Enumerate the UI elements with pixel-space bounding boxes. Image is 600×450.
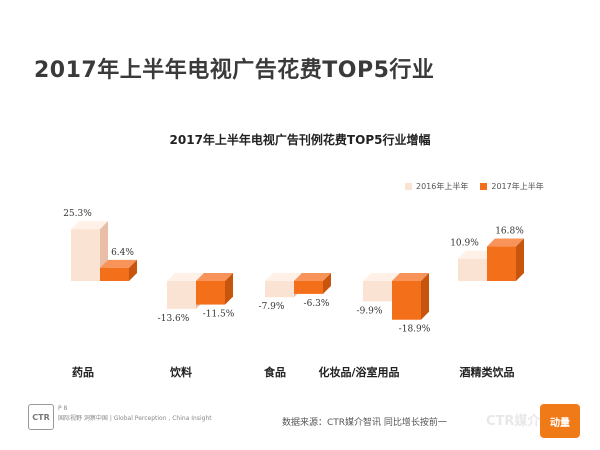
data-label-1-0: 6.4% xyxy=(111,248,134,258)
legend: 2016年上半年 2017年上半年 xyxy=(405,181,556,192)
data-label-1-3: -18.9% xyxy=(399,325,431,335)
bar-1-2 xyxy=(294,281,323,294)
category-label-2: 食品 xyxy=(264,365,286,379)
bar-0-1 xyxy=(167,281,196,309)
category-label-3: 化妆品/浴室用品 xyxy=(318,365,399,379)
footer-tagline: 国际视野 洞察中国 | Global Perception , China In… xyxy=(58,415,212,422)
category-label-0: 药品 xyxy=(72,365,94,379)
bar-0-0 xyxy=(71,229,100,281)
bar-top-0-3 xyxy=(363,273,400,281)
bar-top-0-1 xyxy=(167,273,204,281)
chart-title: 2017年上半年电视广告刊例花费TOP5行业增幅 xyxy=(169,133,431,147)
data-label-0-1: -13.6% xyxy=(158,314,190,324)
bar-side-1-0 xyxy=(129,259,137,281)
bar-1-1 xyxy=(196,281,225,305)
bar-0-4 xyxy=(458,258,487,281)
category-label-4: 酒精类饮品 xyxy=(460,365,515,379)
bar-0-2 xyxy=(265,281,294,298)
bar-1-3 xyxy=(392,281,421,320)
data-label-1-1: -11.5% xyxy=(203,310,235,320)
bar-1-0 xyxy=(100,267,129,281)
data-label-0-0: 25.3% xyxy=(63,209,92,219)
legend-swatch-2016 xyxy=(405,183,412,190)
legend-swatch-2017 xyxy=(480,183,488,190)
data-source: 数据来源：CTR媒介智讯 同比增长按前一 xyxy=(282,418,447,428)
bar-side-1-3 xyxy=(421,273,429,320)
legend-item-2017: 2017年上半年 xyxy=(480,181,544,192)
page-number: P 8 xyxy=(58,405,68,412)
bar-top-1-2 xyxy=(294,273,331,281)
brand-badge: 动量 xyxy=(540,404,580,438)
bar-top-0-2 xyxy=(265,273,302,281)
data-label-0-2: -7.9% xyxy=(259,302,285,312)
page-title: 2017年上半年电视广告花费TOP5行业 xyxy=(34,58,435,83)
data-label-0-3: -9.9% xyxy=(357,306,383,316)
bar-1-4 xyxy=(487,246,516,281)
bar-0-3 xyxy=(363,281,392,302)
bar-top-0-0 xyxy=(71,221,108,230)
legend-label-2017: 2017年上半年 xyxy=(491,182,544,191)
ctr-logo: CTR xyxy=(28,404,54,430)
bar-side-1-4 xyxy=(516,238,524,281)
bar-top-1-4 xyxy=(487,238,524,247)
footer-meta: P 8 国际视野 洞察中国 | Global Perception , Chin… xyxy=(58,404,212,424)
data-label-1-2: -6.3% xyxy=(304,299,330,309)
legend-item-2016: 2016年上半年 xyxy=(405,181,468,192)
data-label-0-4: 10.9% xyxy=(450,239,479,249)
bar-top-0-4 xyxy=(458,250,495,259)
legend-label-2016: 2016年上半年 xyxy=(416,182,469,191)
bar-top-1-1 xyxy=(196,273,233,281)
data-label-1-4: 16.8% xyxy=(495,227,524,237)
bar-side-1-2 xyxy=(323,273,331,294)
bar-side-1-1 xyxy=(225,273,233,305)
category-label-1: 饮料 xyxy=(169,365,192,379)
bar-top-1-3 xyxy=(392,273,429,281)
bar-top-1-0 xyxy=(100,259,137,268)
